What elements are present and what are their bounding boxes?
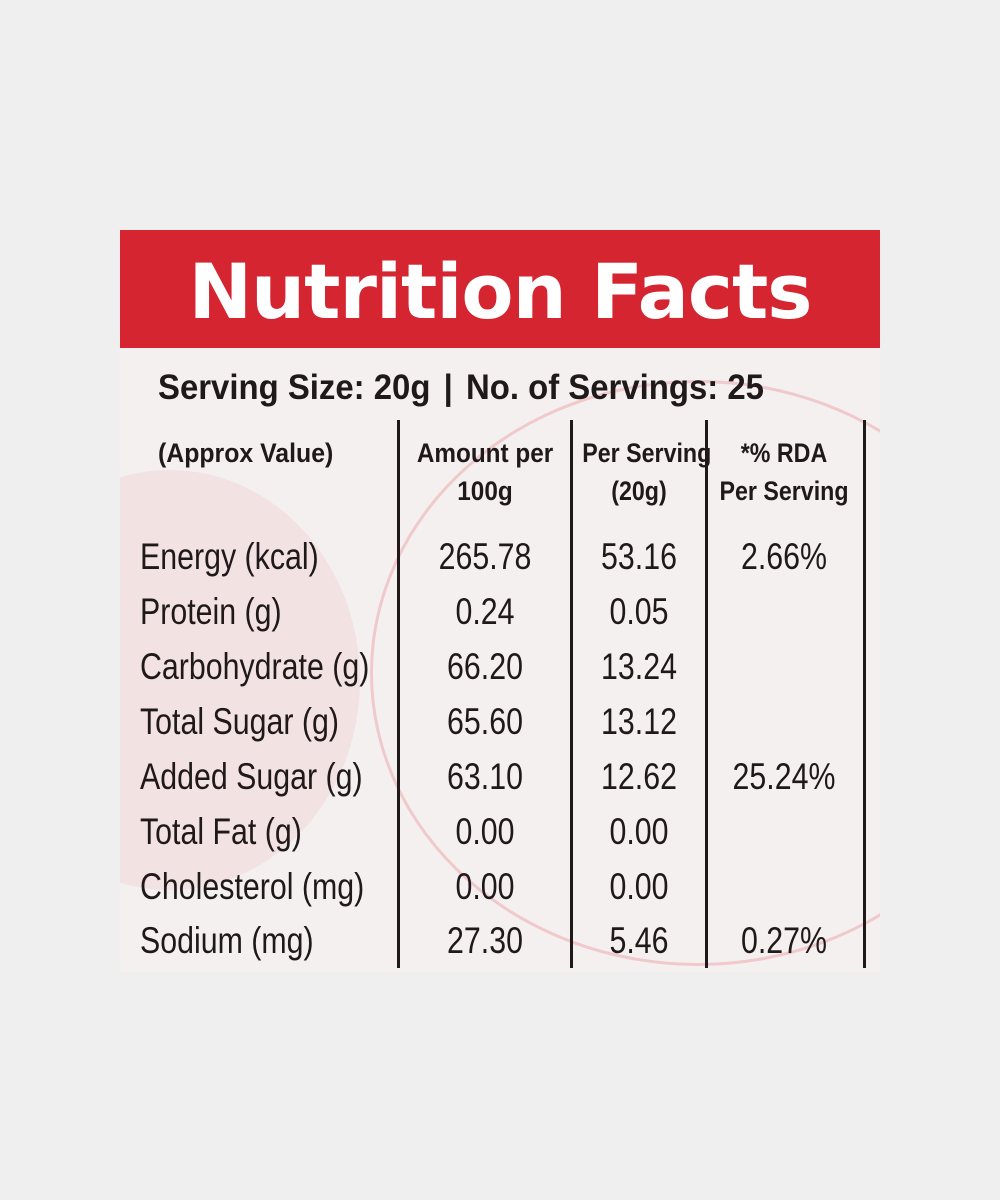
value-per-serving: 0.00 (609, 866, 669, 907)
serving-separator: | (443, 368, 453, 407)
table-row: Added Sugar (g) 63.10 12.62 25.24% (120, 750, 880, 804)
header-rda: *% RDA Per Serving (719, 434, 850, 510)
header-per-100g-line2: 100g (457, 476, 513, 506)
column-divider (705, 420, 708, 968)
value-per-100g: 0.24 (455, 591, 515, 632)
table-row: Protein (g) 0.24 0.05 (120, 585, 880, 639)
nutrient-name: Cholesterol (mg) (140, 866, 365, 907)
header-nutrient: (Approx Value) (158, 438, 334, 468)
value-per-serving: 0.05 (609, 591, 669, 632)
serving-size: Serving Size: 20g (158, 368, 431, 407)
table-row: Total Sugar (g) 65.60 13.12 (120, 695, 880, 749)
label-title: Nutrition Facts (188, 247, 812, 336)
serving-info: Serving Size: 20g | No. of Servings: 25 (158, 368, 764, 408)
value-per-100g: 27.30 (447, 920, 523, 961)
value-per-serving: 5.46 (609, 920, 669, 961)
value-per-serving: 53.16 (601, 536, 677, 577)
value-rda: 2.66% (740, 536, 828, 577)
value-per-serving: 12.62 (601, 756, 677, 797)
table-row: Energy (kcal) 265.78 53.16 2.66% (120, 530, 880, 584)
value-per-serving: 13.24 (601, 646, 677, 687)
nutrient-name: Total Sugar (g) (140, 701, 339, 742)
header-per-100g-line1: Amount per (416, 438, 554, 468)
nutrition-label: Nutrition Facts Serving Size: 20g | No. of… (120, 230, 880, 972)
nutrient-name: Energy (kcal) (140, 536, 319, 577)
header-per-100g: Amount per 100g (409, 434, 562, 510)
table-row: Carbohydrate (g) 66.20 13.24 (120, 640, 880, 694)
table-row: Cholesterol (mg) 0.00 0.00 (120, 860, 880, 914)
column-divider (397, 420, 400, 968)
value-per-serving: 0.00 (609, 811, 669, 852)
header-per-serving-line1: Per Serving (582, 438, 712, 468)
table-row: Total Fat (g) 0.00 0.00 (120, 805, 880, 859)
value-per-serving: 13.12 (601, 701, 677, 742)
nutrient-name: Total Fat (g) (140, 811, 302, 852)
value-per-100g: 66.20 (447, 646, 523, 687)
value-per-100g: 0.00 (455, 866, 515, 907)
value-per-100g: 0.00 (455, 811, 515, 852)
value-per-100g: 65.60 (447, 701, 523, 742)
column-divider (570, 420, 573, 968)
column-divider (863, 420, 866, 968)
title-banner: Nutrition Facts (120, 230, 880, 348)
table-row: Sodium (mg) 27.30 5.46 0.27% (120, 914, 880, 968)
value-rda: 25.24% (732, 756, 836, 797)
nutrient-name: Protein (g) (140, 591, 282, 632)
header-rda-line1: *% RDA (740, 438, 828, 468)
value-rda: 0.27% (740, 920, 828, 961)
header-per-serving: Per Serving (20g) (582, 434, 712, 510)
nutrient-name: Sodium (mg) (140, 920, 314, 961)
header-per-serving-line2: (20g) (611, 476, 667, 506)
servings-count: No. of Servings: 25 (465, 368, 764, 407)
value-per-100g: 265.78 (438, 536, 532, 577)
value-per-100g: 63.10 (447, 756, 523, 797)
nutrient-name: Added Sugar (g) (140, 756, 363, 797)
header-rda-line2: Per Serving (719, 476, 849, 506)
nutrient-name: Carbohydrate (g) (140, 646, 370, 687)
